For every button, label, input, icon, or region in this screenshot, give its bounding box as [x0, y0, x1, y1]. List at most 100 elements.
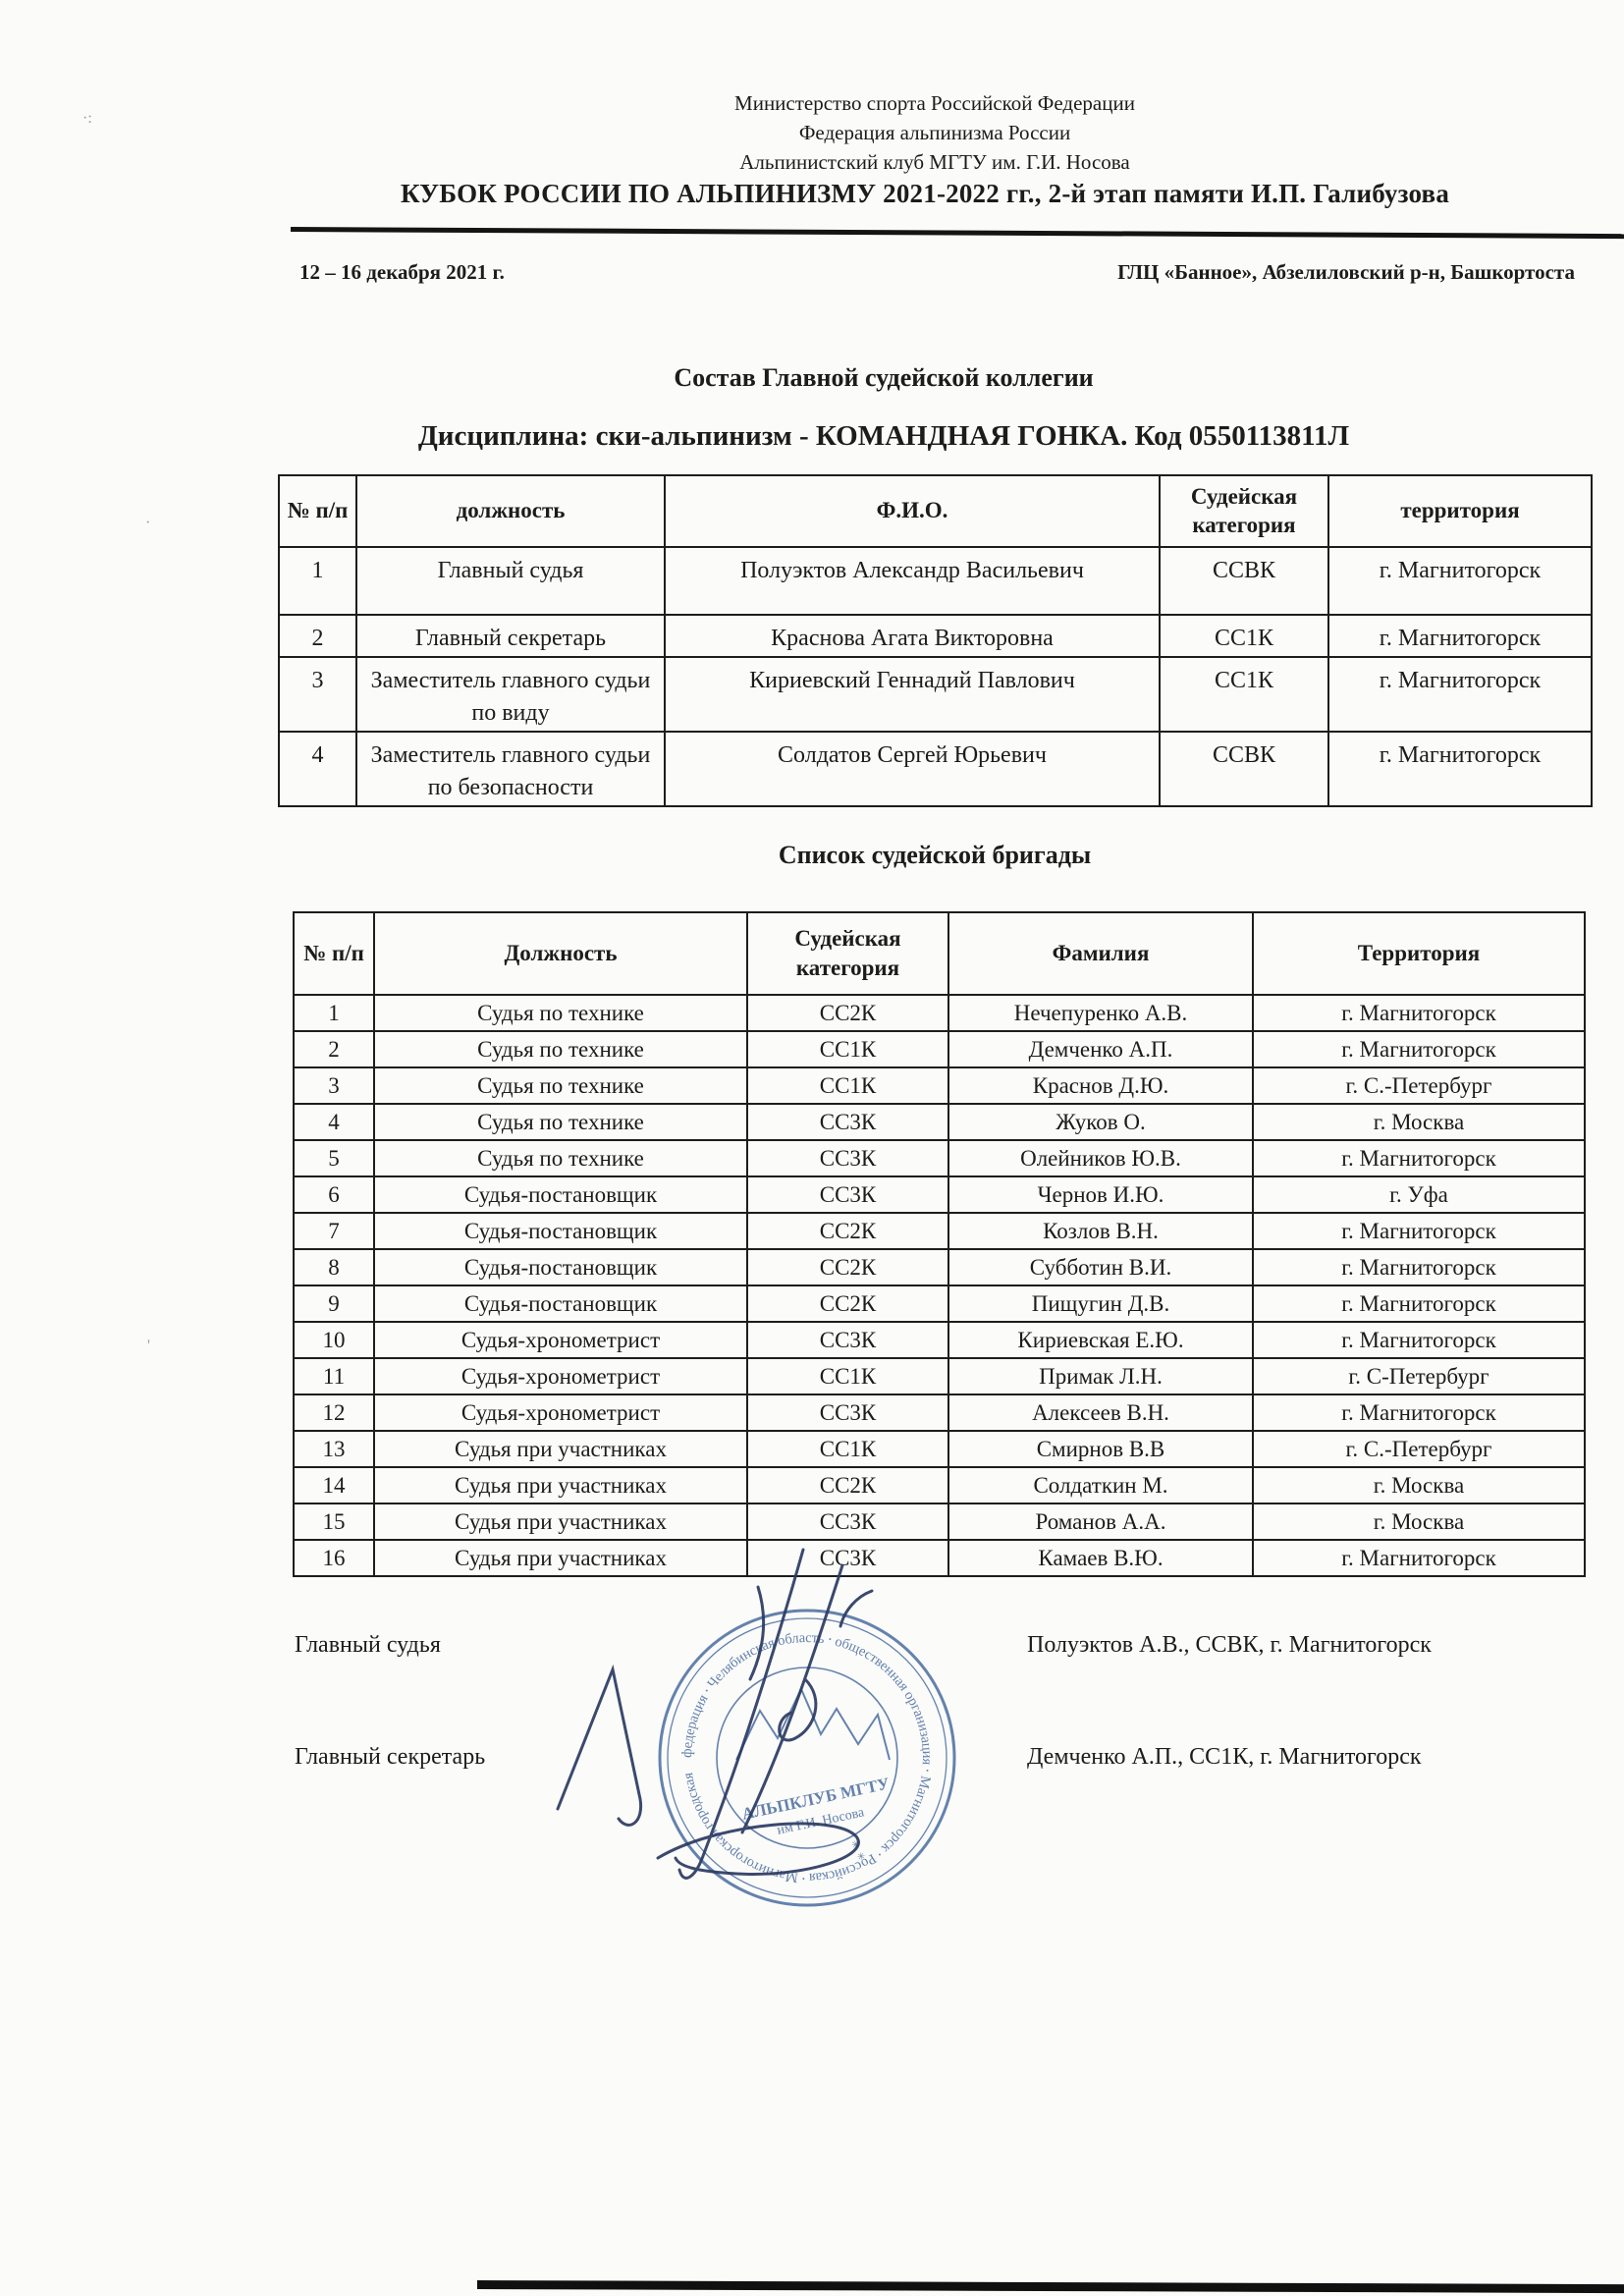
table-cell: Судья по технике	[373, 1066, 748, 1105]
table-cell: Судья-хронометрист	[373, 1394, 748, 1432]
table-cell: 9	[293, 1285, 375, 1323]
table-cell: СС1К	[746, 1357, 949, 1395]
table-row: 15 Судья при участниках СС3К Романов А.А. г.…	[293, 1503, 1586, 1541]
stamp-asterisk-1: ✳	[850, 1839, 860, 1852]
table-cell: Судья-хронометрист	[373, 1357, 748, 1395]
table-row: 10 Судья-хронометрист СС3К Кириевская Е.Ю. г…	[293, 1321, 1586, 1359]
brigade-table: № п/п Должность Судейская категория Фами…	[293, 911, 1586, 1577]
table-cell: СС2К	[746, 1248, 949, 1286]
table-cell: СС3К	[746, 1321, 949, 1359]
table-cell: СС2К	[746, 994, 949, 1032]
table-cell: г. С.-Петербург	[1252, 1066, 1586, 1105]
org-line-2: Федерация альпинизма России	[798, 121, 1071, 144]
table-cell: Судья-хронометрист	[373, 1321, 748, 1359]
table-cell: Чернов И.Ю.	[947, 1175, 1254, 1214]
table-cell: 1	[278, 546, 357, 616]
table-cell: 14	[293, 1466, 375, 1504]
col-header-surname: Фамилия	[947, 911, 1254, 996]
table-cell: Судья при участниках	[373, 1430, 748, 1468]
table-cell: Нечепуренко А.В.	[947, 994, 1254, 1032]
col-header-territory: территория	[1327, 474, 1593, 548]
table-cell: г. Магнитогорск	[1327, 546, 1593, 616]
table-cell: Краснова Агата Викторовна	[664, 613, 1161, 659]
table-cell: Судья по технике	[373, 1103, 748, 1141]
table-cell: Судья-постановщик	[373, 1248, 748, 1286]
table-cell: г. Уфа	[1252, 1175, 1586, 1214]
event-dates: 12 – 16 декабря 2021 г.	[299, 260, 505, 284]
table-cell: СС3К	[746, 1139, 949, 1177]
table-cell: г. Магнитогорск	[1327, 613, 1593, 659]
table-cell: Судья при участниках	[373, 1539, 748, 1577]
table-cell: Козлов В.Н.	[947, 1212, 1254, 1250]
table-cell: г. Магнитогорск	[1252, 1321, 1586, 1359]
table-cell: СС3К	[746, 1175, 949, 1214]
table-cell: г. Магнитогорск	[1252, 1394, 1586, 1432]
table-cell: СС3К	[746, 1394, 949, 1432]
table-cell: 5	[293, 1139, 375, 1177]
table-cell: 7	[293, 1212, 375, 1250]
col-header-category: Судейская категория	[746, 911, 949, 996]
event-venue: ГЛЦ «Банное», Абзелиловский р-н, Башкорт…	[1117, 260, 1575, 284]
stamp-mid-ring	[667, 1617, 947, 1898]
table-cell: Краснов Д.Ю.	[947, 1066, 1254, 1105]
table-cell: 11	[293, 1357, 375, 1395]
table-row: 2 Главный секретарь Краснова Агата Викторо…	[278, 613, 1593, 659]
table-cell: 2	[278, 613, 357, 659]
org-line-1: Министерство спорта Российской Федерации	[734, 91, 1135, 115]
table-cell: Заместитель главного судьи по безопаснос…	[355, 731, 666, 807]
col-header-position: должность	[355, 474, 666, 548]
table-cell: Романов А.А.	[947, 1503, 1254, 1541]
table-cell: 10	[293, 1321, 375, 1359]
section2-title: Список судейской бригады	[778, 841, 1092, 869]
table-cell: Кириевский Геннадий Павлович	[664, 656, 1161, 734]
table-row: 12 Судья-хронометрист СС3К Алексеев В.Н. г. …	[293, 1394, 1586, 1432]
table-cell: Олейников Ю.В.	[947, 1139, 1254, 1177]
table-cell: 16	[293, 1539, 375, 1577]
table-cell: Солдатов Сергей Юрьевич	[664, 731, 1161, 807]
table-cell: г. Магнитогорск	[1252, 1285, 1586, 1323]
discipline-line: Дисциплина: ски-альпинизм - КОМАНДНАЯ ГО…	[417, 420, 1350, 452]
brigade-tbody: 1 Судья по технике СС2К Нечепуренко А.В. г. …	[293, 994, 1586, 1577]
table-cell: г. Магнитогорск	[1327, 656, 1593, 734]
org-line-3: Альпинистский клуб МГТУ им. Г.И. Носова	[739, 150, 1130, 174]
table-row: 13 Судья при участниках СС1К Смирнов В.В г. …	[293, 1430, 1586, 1468]
table-cell: СС2К	[746, 1285, 949, 1323]
table-cell: СС1К	[746, 1430, 949, 1468]
table-cell: Камаев В.Ю.	[947, 1539, 1254, 1577]
table-cell: Примак Л.Н.	[947, 1357, 1254, 1395]
table-row: 16 Судья при участниках СС3К Камаев В.Ю. г. …	[293, 1539, 1586, 1577]
table-cell: г. Магнитогорск	[1252, 1030, 1586, 1068]
chief-judge-label: Главный судья	[295, 1632, 441, 1658]
table-cell: СС1К	[1159, 656, 1329, 734]
table-cell: 13	[293, 1430, 375, 1468]
table-cell: г. Магнитогорск	[1252, 1139, 1586, 1177]
chief-secretary-label: Главный секретарь	[295, 1744, 486, 1770]
col-header-territory: Территория	[1252, 911, 1586, 996]
speck-artifact: ·	[145, 515, 151, 531]
stamp-inner-ring	[716, 1667, 898, 1849]
table-row: 6 Судья-постановщик СС3К Чернов И.Ю. г. Уфа	[293, 1175, 1586, 1214]
table-row: 14 Судья при участниках СС2К Солдаткин М. г.…	[293, 1466, 1586, 1504]
handwritten-signature	[556, 1548, 874, 1880]
table-cell: г. Магнитогорск	[1252, 994, 1586, 1032]
table-row: 1 Судья по технике СС2К Нечепуренко А.В. г. …	[293, 994, 1586, 1032]
table-header-row: № п/п должность Ф.И.О. Судейская категор…	[278, 474, 1593, 548]
table-cell: Судья по технике	[373, 994, 748, 1032]
table-row: 5 Судья по технике СС3К Олейников Ю.В. г. Ма…	[293, 1139, 1586, 1177]
table-cell: Пищугин Д.В.	[947, 1285, 1254, 1323]
table-cell: Главный судья	[355, 546, 666, 616]
table-cell: Судья-постановщик	[373, 1285, 748, 1323]
table-cell: 2	[293, 1030, 375, 1068]
col-header-fio: Ф.И.О.	[664, 474, 1161, 548]
stamp-outer-ring	[658, 1609, 956, 1907]
table-cell: Заместитель главного судьи по виду	[355, 656, 666, 734]
table-cell: СС2К	[746, 1212, 949, 1250]
table-cell: г. С-Петербург	[1252, 1357, 1586, 1395]
col-header-category: Судейская категория	[1159, 474, 1329, 548]
table-header-row: № п/п Должность Судейская категория Фами…	[293, 911, 1586, 996]
table-cell: 4	[278, 731, 357, 807]
table-row: 3 Судья по технике СС1К Краснов Д.Ю. г. С.-П…	[293, 1066, 1586, 1105]
table-cell: г. С.-Петербург	[1252, 1430, 1586, 1468]
col-header-position: Должность	[373, 911, 748, 996]
